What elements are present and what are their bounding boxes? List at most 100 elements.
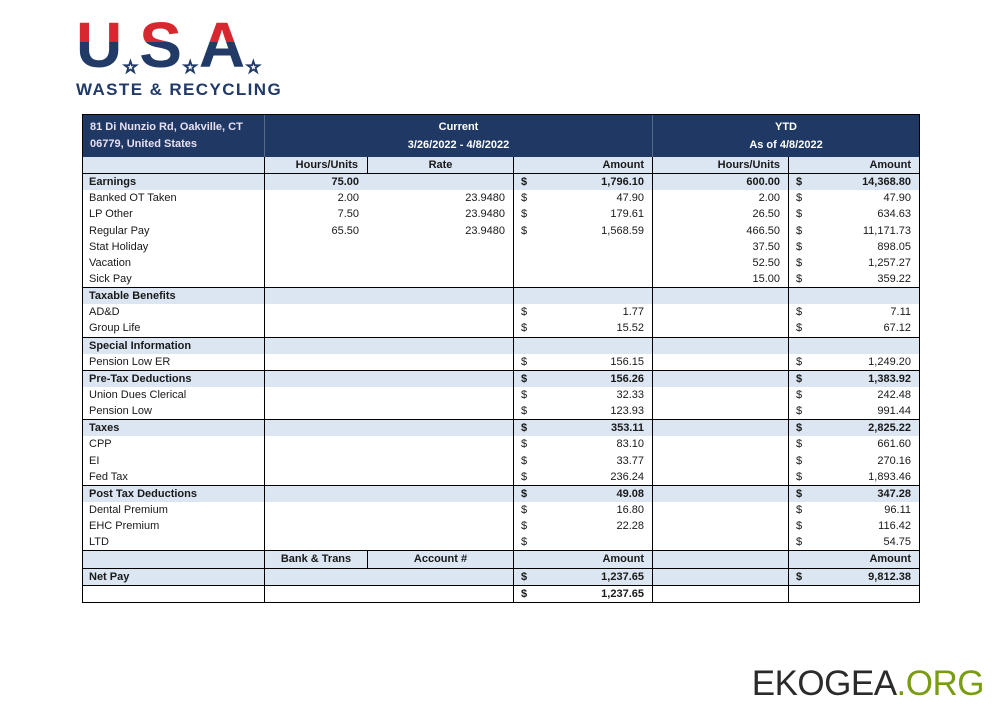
amount-value: 991.44 xyxy=(877,405,911,418)
amount-value: 2,825.22 xyxy=(868,422,911,435)
amount-value: 347.28 xyxy=(877,487,911,500)
currency-symbol: $ xyxy=(796,322,803,335)
label-cell: LP Other xyxy=(83,206,265,223)
currency-symbol: $ xyxy=(796,520,803,533)
section-row: Earnings 75.00 $1,796.10 600.00 $14,368.80 xyxy=(83,173,919,191)
rate-cell: 23.9480 xyxy=(368,222,514,239)
amount-value: 236.24 xyxy=(610,470,644,483)
currency-symbol: $ xyxy=(521,454,528,467)
amount-value: 1,796.10 xyxy=(601,176,644,189)
ytd-hours-cell xyxy=(653,304,789,321)
currency-symbol: $ xyxy=(521,322,528,335)
rate-cell xyxy=(368,585,514,602)
currency-symbol: $ xyxy=(521,422,528,435)
amount-value: 156.26 xyxy=(610,372,644,385)
rate-cell xyxy=(368,436,514,453)
hours-cell xyxy=(265,371,368,387)
section-row: Taxable Benefits xyxy=(83,287,919,305)
ytd-amount-cell: $359.22 xyxy=(789,271,919,287)
current-amount-cell: $32.33 xyxy=(514,386,653,404)
watermark-dark-text: EKOGEA xyxy=(751,664,897,703)
current-amount-cell xyxy=(514,254,653,271)
rate-cell xyxy=(368,386,514,404)
ytd-amount-cell: $347.28 xyxy=(789,486,919,502)
address-line-1: 81 Di Nunzio Rd, Oakville, CT xyxy=(90,121,243,133)
rate-cell xyxy=(368,420,514,437)
company-logo: U ★ S ★ A ★ WASTE & RECYCLING xyxy=(76,13,282,100)
rate-cell xyxy=(368,501,514,519)
ytd-hours-cell xyxy=(653,452,789,469)
current-amount-cell xyxy=(514,270,653,288)
label-cell: Fed Tax xyxy=(83,468,265,485)
current-amount-cell: $ xyxy=(514,534,653,551)
current-amount-cell: $22.28 xyxy=(514,518,653,535)
ytd-hours-cell: 15.00 xyxy=(653,270,789,288)
ytd-hours-cell: 26.50 xyxy=(653,206,789,223)
amount-value: 270.16 xyxy=(877,454,911,467)
rate-cell xyxy=(368,568,514,585)
currency-symbol: $ xyxy=(796,504,803,517)
current-amount-cell: $83.10 xyxy=(514,436,653,453)
amount-value: 179.61 xyxy=(610,208,644,221)
currency-symbol: $ xyxy=(796,438,803,451)
hours-cell: 7.50 xyxy=(337,208,359,221)
current-amount-cell xyxy=(514,337,653,354)
employer-address: 81 Di Nunzio Rd, Oakville, CT 06779, Uni… xyxy=(83,115,265,157)
table-row: Vacation 52.50 $1,257.27 xyxy=(83,254,919,271)
header-cell: Rate xyxy=(368,157,514,174)
label-cell: Net Pay xyxy=(83,568,265,585)
amount-value: 16.80 xyxy=(616,504,644,517)
ytd-amount-cell: $2,825.22 xyxy=(789,420,919,436)
amount-value: 15.52 xyxy=(616,322,644,335)
currency-symbol: $ xyxy=(796,240,803,253)
label-cell: Group Life xyxy=(83,320,265,337)
ytd-header: YTD As of 4/8/2022 xyxy=(653,115,919,157)
currency-symbol: $ xyxy=(521,504,528,517)
header-cell xyxy=(83,551,265,568)
ytd-hours-cell xyxy=(653,518,789,535)
ytd-amount-cell xyxy=(789,288,919,304)
amount-value: 156.15 xyxy=(610,355,644,368)
ytd-hours-cell xyxy=(653,568,789,585)
currency-symbol: $ xyxy=(521,389,528,402)
currency-symbol: $ xyxy=(796,355,803,368)
hours-cell xyxy=(265,534,368,550)
ytd-amount-cell: $1,257.27 xyxy=(789,255,919,271)
ytd-hours-cell: 2.00 xyxy=(653,190,789,207)
table-row: $1,237.65 xyxy=(83,584,919,602)
hours-cell xyxy=(265,239,368,255)
paystub-table: 81 Di Nunzio Rd, Oakville, CT 06779, Uni… xyxy=(82,114,920,603)
ytd-period: As of 4/8/2022 xyxy=(749,139,823,151)
table-row: LTD $ $54.75 xyxy=(83,534,919,551)
ytd-amount-cell: $11,171.73 xyxy=(789,223,919,239)
hours-cell xyxy=(265,420,368,436)
currency-symbol: $ xyxy=(796,224,803,237)
hours-cell xyxy=(265,436,368,452)
column-header-row: Bank & Trans Account # Amount Amount xyxy=(83,550,919,569)
currency-symbol: $ xyxy=(796,306,803,319)
hours-cell xyxy=(265,255,368,271)
logo-letter: U ★ xyxy=(76,13,138,77)
currency-symbol: $ xyxy=(521,208,528,221)
label-cell: Pension Low ER xyxy=(83,353,265,370)
amount-value: 54.75 xyxy=(883,536,911,549)
net-pay-row: Net Pay $1,237.65 $9,812.38 xyxy=(83,568,919,585)
amount-value: 32.33 xyxy=(616,389,644,402)
section-row: Taxes $353.11 $2,825.22 xyxy=(83,419,919,437)
label-cell: LTD xyxy=(83,534,265,551)
amount-value: 898.05 xyxy=(877,240,911,253)
table-row: Pension Low ER $156.15 $1,249.20 xyxy=(83,353,919,370)
amount-value: 14,368.80 xyxy=(862,176,911,189)
hours-cell xyxy=(265,469,368,485)
table-body: Hours/Units Rate Amount Hours/Units Amount Ea… xyxy=(83,157,919,602)
ytd-amount-cell: $1,383.92 xyxy=(789,371,919,387)
currency-symbol: $ xyxy=(796,422,803,435)
current-amount-cell: $49.08 xyxy=(514,485,653,502)
rate-cell xyxy=(368,403,514,420)
currency-symbol: $ xyxy=(796,208,803,221)
rate-cell xyxy=(368,320,514,337)
hours-cell xyxy=(265,586,368,602)
ytd-amount-cell xyxy=(789,586,919,602)
ytd-hours-cell xyxy=(653,320,789,337)
rate-cell: 23.9480 xyxy=(368,190,514,207)
